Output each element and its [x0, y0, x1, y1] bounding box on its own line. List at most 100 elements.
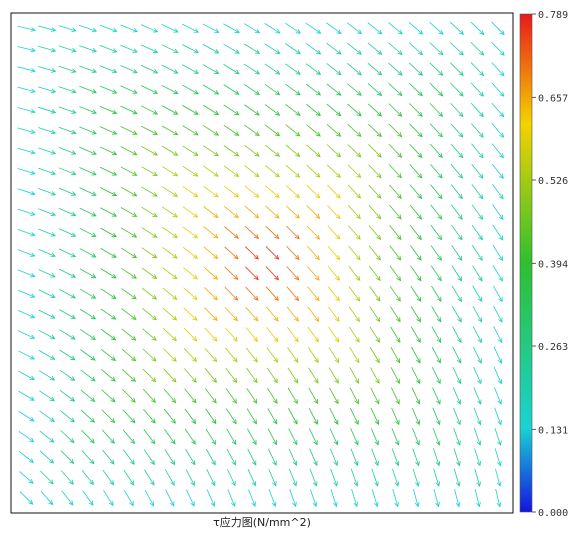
vector-arrow — [306, 124, 321, 137]
vector-arrowhead — [28, 458, 35, 464]
vector-arrowhead — [294, 316, 299, 322]
vector-arrowhead — [275, 28, 281, 34]
vector-arrowhead — [497, 420, 502, 426]
vector-arrowhead — [336, 90, 342, 96]
vector-arrowhead — [210, 480, 216, 487]
vector-arrowhead — [211, 419, 217, 425]
vector-arrowhead — [456, 461, 461, 467]
vector-arrowhead — [29, 416, 35, 422]
vector-arrow — [409, 164, 423, 179]
vector-arrow — [121, 328, 137, 341]
vector-arrow — [122, 429, 135, 444]
vector-arrow — [288, 428, 298, 445]
vector-arrow — [450, 62, 464, 76]
vector-arrowhead — [91, 232, 97, 237]
vector-arrowhead — [314, 275, 320, 281]
vector-arrowhead — [111, 130, 118, 135]
vector-arrow — [429, 21, 444, 35]
vector-arrow — [37, 45, 56, 52]
vector-arrowhead — [293, 419, 298, 425]
vector-arrow — [346, 22, 362, 35]
vector-arrowhead — [335, 172, 341, 178]
vector-arrowhead — [190, 480, 195, 487]
vector-arrow — [38, 127, 56, 134]
vector-arrow — [247, 469, 256, 486]
vector-arrow — [349, 346, 360, 363]
vector-arrowhead — [131, 294, 137, 300]
vector-arrowhead — [132, 48, 138, 53]
vector-arrow — [101, 389, 116, 403]
vector-arrow — [452, 346, 462, 364]
vector-arrow — [121, 267, 137, 279]
vector-arrow — [267, 428, 277, 445]
vector-arrow — [470, 41, 484, 56]
vector-arrowhead — [29, 313, 36, 319]
vector-arrowhead — [232, 357, 238, 363]
vector-arrow — [18, 370, 35, 380]
vector-arrow — [326, 164, 341, 178]
vector-arrow — [491, 82, 505, 97]
vector-arrowhead — [456, 419, 461, 426]
vector-arrow — [38, 329, 55, 340]
vector-arrow — [367, 22, 383, 35]
vector-arrowhead — [416, 337, 421, 344]
vector-arrowhead — [50, 293, 56, 299]
vector-arrow — [285, 124, 301, 137]
vector-arrowhead — [315, 213, 321, 219]
vector-arrowhead — [396, 317, 401, 323]
vector-arrowhead — [111, 232, 117, 238]
vector-arrow — [329, 428, 338, 445]
vector-arrowhead — [415, 481, 420, 487]
vector-arrow — [430, 164, 443, 179]
vector-arrowhead — [476, 481, 481, 487]
vector-arrow — [369, 265, 381, 281]
vector-arrowhead — [273, 295, 279, 301]
vector-arrow — [141, 125, 158, 135]
vector-arrow — [37, 66, 56, 72]
vector-arrow — [79, 268, 96, 278]
vector-arrow — [182, 145, 199, 156]
vector-arrowhead — [415, 378, 421, 385]
vector-arrowhead — [150, 397, 156, 403]
vector-arrow — [286, 225, 300, 240]
vector-arrowhead — [252, 378, 258, 384]
vector-arrow — [38, 350, 55, 360]
vector-arrowhead — [458, 50, 464, 56]
vector-arrowhead — [355, 275, 361, 281]
vector-arrow — [347, 144, 362, 158]
vector-arrow — [432, 448, 440, 466]
vector-arrow — [328, 347, 339, 363]
vector-arrowhead — [50, 68, 57, 73]
vector-arrow — [38, 106, 56, 113]
vector-arrowhead — [456, 378, 462, 385]
vector-arrow — [17, 46, 36, 52]
vector-arrow — [473, 407, 481, 425]
vector-arrow — [491, 41, 505, 56]
vector-arrow — [431, 346, 441, 364]
vector-arrowhead — [458, 153, 464, 159]
vector-arrowhead — [477, 399, 482, 405]
vector-arrowhead — [172, 212, 178, 218]
vector-arrow — [390, 306, 401, 322]
vector-arrowhead — [498, 276, 503, 282]
vector-arrow — [348, 225, 361, 240]
vector-arrowhead — [71, 68, 77, 73]
vector-arrowhead — [132, 171, 138, 176]
vector-arrowhead — [436, 399, 441, 405]
vector-arrow — [39, 450, 54, 464]
vector-arrowhead — [374, 440, 379, 446]
vector-arrowhead — [132, 109, 138, 115]
vector-arrow — [80, 409, 95, 423]
vector-arrowhead — [172, 295, 178, 300]
vector-arrow — [347, 123, 362, 137]
vector-arrow — [411, 367, 421, 384]
vector-arrowhead — [479, 71, 485, 77]
vector-arrowhead — [48, 479, 54, 485]
vector-arrow — [202, 104, 219, 115]
vector-arrow — [451, 306, 462, 323]
vector-arrowhead — [253, 295, 259, 301]
vector-arrow — [474, 488, 480, 507]
vector-arrowhead — [457, 235, 463, 241]
vector-arrowhead — [477, 296, 483, 303]
vector-arrow — [184, 388, 197, 403]
